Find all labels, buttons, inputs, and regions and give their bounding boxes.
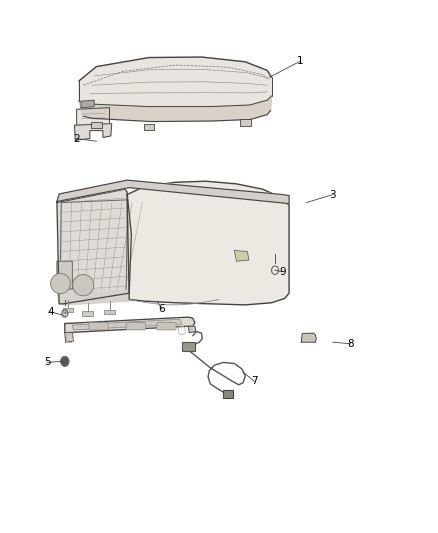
Bar xyxy=(63,308,73,312)
Text: 7: 7 xyxy=(251,376,258,386)
Text: 8: 8 xyxy=(347,339,354,349)
Polygon shape xyxy=(79,57,272,107)
Polygon shape xyxy=(127,181,289,305)
Polygon shape xyxy=(77,108,110,125)
Bar xyxy=(144,124,154,130)
Text: 4: 4 xyxy=(47,307,54,317)
Bar xyxy=(82,311,93,316)
Polygon shape xyxy=(57,189,131,304)
Polygon shape xyxy=(65,333,74,342)
FancyBboxPatch shape xyxy=(89,322,108,330)
Polygon shape xyxy=(57,180,289,204)
Polygon shape xyxy=(57,261,72,290)
Polygon shape xyxy=(72,319,182,330)
Bar xyxy=(182,342,195,351)
Text: 6: 6 xyxy=(159,304,166,314)
FancyBboxPatch shape xyxy=(126,322,145,330)
FancyBboxPatch shape xyxy=(157,322,176,330)
Circle shape xyxy=(61,357,69,366)
Text: 2: 2 xyxy=(73,134,80,143)
Text: 9: 9 xyxy=(279,267,286,277)
Ellipse shape xyxy=(73,274,94,296)
Text: 5: 5 xyxy=(44,358,51,367)
Polygon shape xyxy=(234,251,249,261)
Polygon shape xyxy=(65,317,195,333)
Polygon shape xyxy=(79,96,272,122)
Text: 3: 3 xyxy=(329,190,336,199)
Bar xyxy=(91,122,102,128)
Polygon shape xyxy=(74,124,112,140)
Bar xyxy=(240,119,251,126)
Polygon shape xyxy=(188,326,196,333)
Polygon shape xyxy=(57,290,129,305)
Text: 1: 1 xyxy=(297,56,304,66)
Ellipse shape xyxy=(50,273,70,294)
Bar xyxy=(223,390,233,398)
Bar xyxy=(104,310,115,314)
Polygon shape xyxy=(301,333,316,342)
Polygon shape xyxy=(81,100,94,108)
